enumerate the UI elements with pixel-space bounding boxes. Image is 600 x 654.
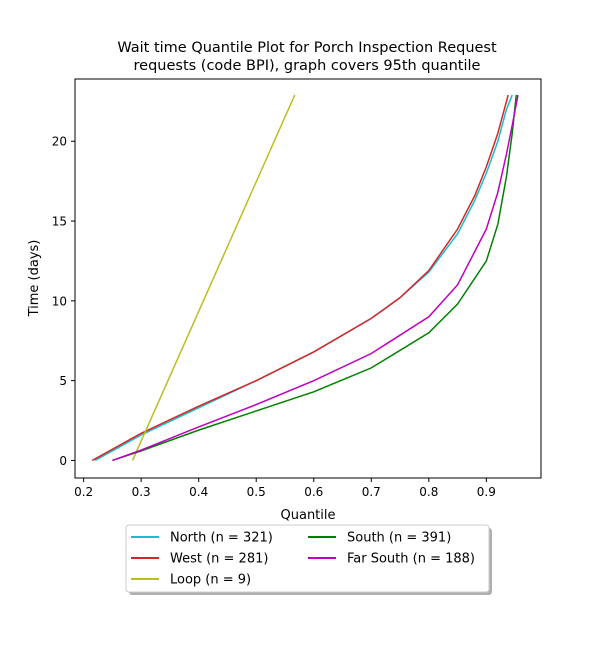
legend-label-1: West (n = 281) [170,552,268,567]
x-axis-label: Quantile [281,508,336,523]
x-axis: 0.2 0.3 0.4 0.5 0.6 0.7 0.8 0.9 [74,478,496,499]
chart-title: Wait time Quantile Plot for Porch Inspec… [117,40,497,74]
plot-area [91,94,519,462]
series-line-2 [131,94,296,461]
chart-title-line-1: Wait time Quantile Plot for Porch Inspec… [117,40,497,56]
x-tick-label: 0.9 [477,485,496,499]
legend-label-2: Loop (n = 9) [170,573,251,588]
y-tick-label: 15 [52,215,67,229]
y-axis-label: Time (days) [27,240,42,318]
x-tick-label: 0.5 [247,485,266,499]
y-axis: 0 5 10 15 20 [52,135,75,468]
legend-label-4: Far South (n = 188) [347,552,475,567]
series-line-3 [112,94,518,462]
legend: North (n = 321) West (n = 281) Loop (n = 9… [125,524,492,595]
chart-title-line-2: requests (code BPI), graph covers 95th q… [134,58,481,74]
legend-box [125,524,490,593]
y-tick-label: 5 [59,374,67,388]
x-tick-label: 0.3 [132,485,151,499]
x-tick-label: 0.8 [419,485,438,499]
plot-frame [74,78,542,479]
series-line-4 [112,94,519,462]
x-tick-label: 0.4 [189,485,208,499]
legend-label-3: South (n = 391) [347,531,451,546]
y-tick-label: 20 [52,135,67,149]
y-tick-label: 10 [52,294,67,308]
series-line-1 [91,94,509,462]
x-tick-label: 0.2 [74,485,93,499]
legend-label-0: North (n = 321) [170,531,273,546]
x-tick-label: 0.7 [362,485,381,499]
y-tick-label: 0 [59,454,67,468]
x-tick-label: 0.6 [304,485,323,499]
series-line-0 [94,94,513,462]
